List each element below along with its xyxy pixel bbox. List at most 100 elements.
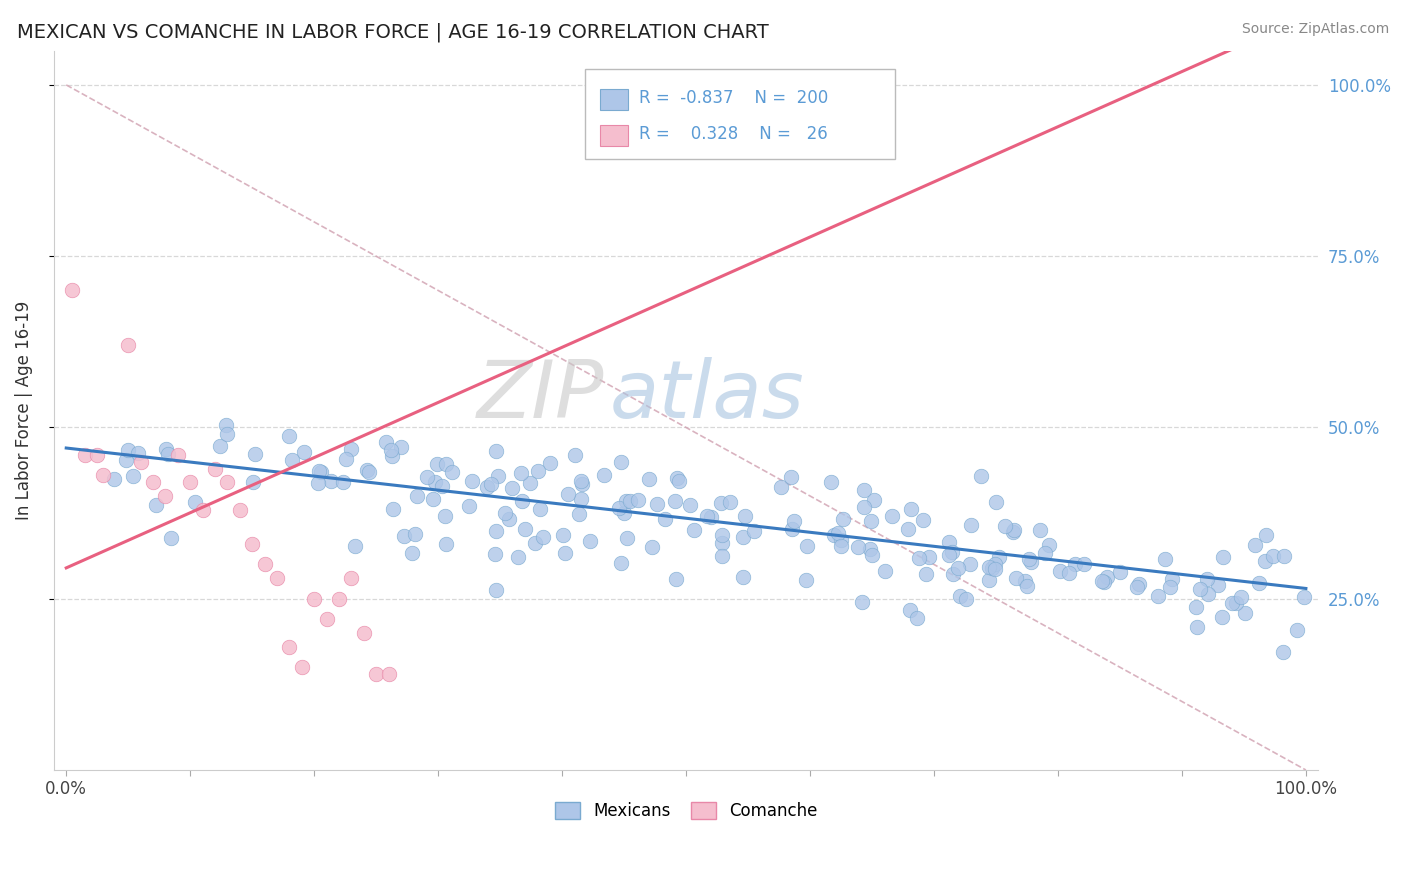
Point xyxy=(204,461,226,475)
Point xyxy=(554,546,576,560)
Point xyxy=(461,474,484,488)
Point xyxy=(494,506,516,520)
Point xyxy=(253,558,276,572)
Point xyxy=(645,497,668,511)
Point xyxy=(294,445,316,459)
Point xyxy=(955,592,977,607)
Point xyxy=(710,536,733,550)
Point xyxy=(1018,552,1040,566)
Point xyxy=(1126,580,1149,594)
Point xyxy=(166,448,188,462)
Point xyxy=(654,512,676,526)
Point xyxy=(311,465,333,479)
Point xyxy=(86,448,108,462)
Point xyxy=(852,500,875,514)
Point xyxy=(242,475,264,489)
Point xyxy=(942,566,965,581)
Point xyxy=(315,612,337,626)
Point xyxy=(610,556,633,570)
Point xyxy=(1185,620,1208,634)
Point xyxy=(308,464,330,478)
Point xyxy=(911,513,934,527)
Point xyxy=(103,471,125,485)
Point xyxy=(519,475,541,490)
Point xyxy=(184,495,207,509)
Point xyxy=(1019,555,1042,569)
Point xyxy=(1017,579,1039,593)
Point xyxy=(734,509,756,524)
Point xyxy=(380,442,402,457)
Point xyxy=(513,522,536,536)
Point xyxy=(142,475,165,490)
Point xyxy=(980,561,1002,575)
Point xyxy=(430,479,453,493)
Point xyxy=(882,508,904,523)
Point xyxy=(307,476,329,491)
Point xyxy=(266,571,288,585)
Point xyxy=(938,548,960,562)
Point xyxy=(579,534,602,549)
Point xyxy=(860,548,883,562)
Point xyxy=(401,546,423,560)
Point xyxy=(526,464,548,478)
Point xyxy=(780,522,803,536)
Point xyxy=(1161,572,1184,586)
Point xyxy=(665,471,688,485)
Point xyxy=(1014,574,1036,589)
Point xyxy=(145,498,167,512)
Point xyxy=(1198,587,1220,601)
Point xyxy=(291,660,314,674)
Point xyxy=(1212,549,1234,564)
Point xyxy=(627,492,650,507)
Point xyxy=(779,470,801,484)
Point xyxy=(389,440,412,454)
Point xyxy=(984,557,1007,571)
Point xyxy=(335,451,357,466)
Point xyxy=(281,453,304,467)
Point xyxy=(616,494,638,508)
Point xyxy=(1254,554,1277,568)
Point xyxy=(744,524,766,538)
Point xyxy=(638,472,661,486)
Point xyxy=(1095,570,1118,584)
Point xyxy=(523,536,546,550)
Point xyxy=(121,468,143,483)
Text: MEXICAN VS COMANCHE IN LABOR FORCE | AGE 16-19 CORRELATION CHART: MEXICAN VS COMANCHE IN LABOR FORCE | AGE… xyxy=(17,22,769,42)
Point xyxy=(700,510,723,524)
Point xyxy=(217,427,239,442)
Point xyxy=(1033,546,1056,560)
Y-axis label: In Labor Force | Age 16-19: In Labor Force | Age 16-19 xyxy=(15,301,32,520)
Point xyxy=(571,477,593,491)
Point xyxy=(1225,597,1247,611)
Point xyxy=(977,559,1000,574)
Point xyxy=(404,527,426,541)
Point xyxy=(851,595,873,609)
Point xyxy=(302,591,325,606)
Point xyxy=(278,640,301,654)
Text: Source: ZipAtlas.com: Source: ZipAtlas.com xyxy=(1241,22,1389,37)
Point xyxy=(796,539,818,553)
Point xyxy=(1038,537,1060,551)
Point xyxy=(416,470,439,484)
Point xyxy=(321,474,343,488)
Point xyxy=(1254,528,1277,542)
Point xyxy=(613,507,636,521)
Point xyxy=(820,475,842,489)
Point xyxy=(941,545,963,559)
Point xyxy=(423,475,446,489)
Point xyxy=(485,524,508,538)
Point xyxy=(616,531,638,545)
Point xyxy=(155,489,177,503)
Point xyxy=(1206,578,1229,592)
Point xyxy=(117,338,139,352)
Point xyxy=(830,539,852,553)
Point xyxy=(377,667,399,681)
Point xyxy=(1261,549,1284,563)
Point xyxy=(959,558,981,572)
Point xyxy=(1064,558,1087,572)
Point xyxy=(569,475,592,489)
Point xyxy=(979,574,1001,588)
Point xyxy=(1185,600,1208,615)
Point xyxy=(484,547,506,561)
Point xyxy=(859,541,882,556)
